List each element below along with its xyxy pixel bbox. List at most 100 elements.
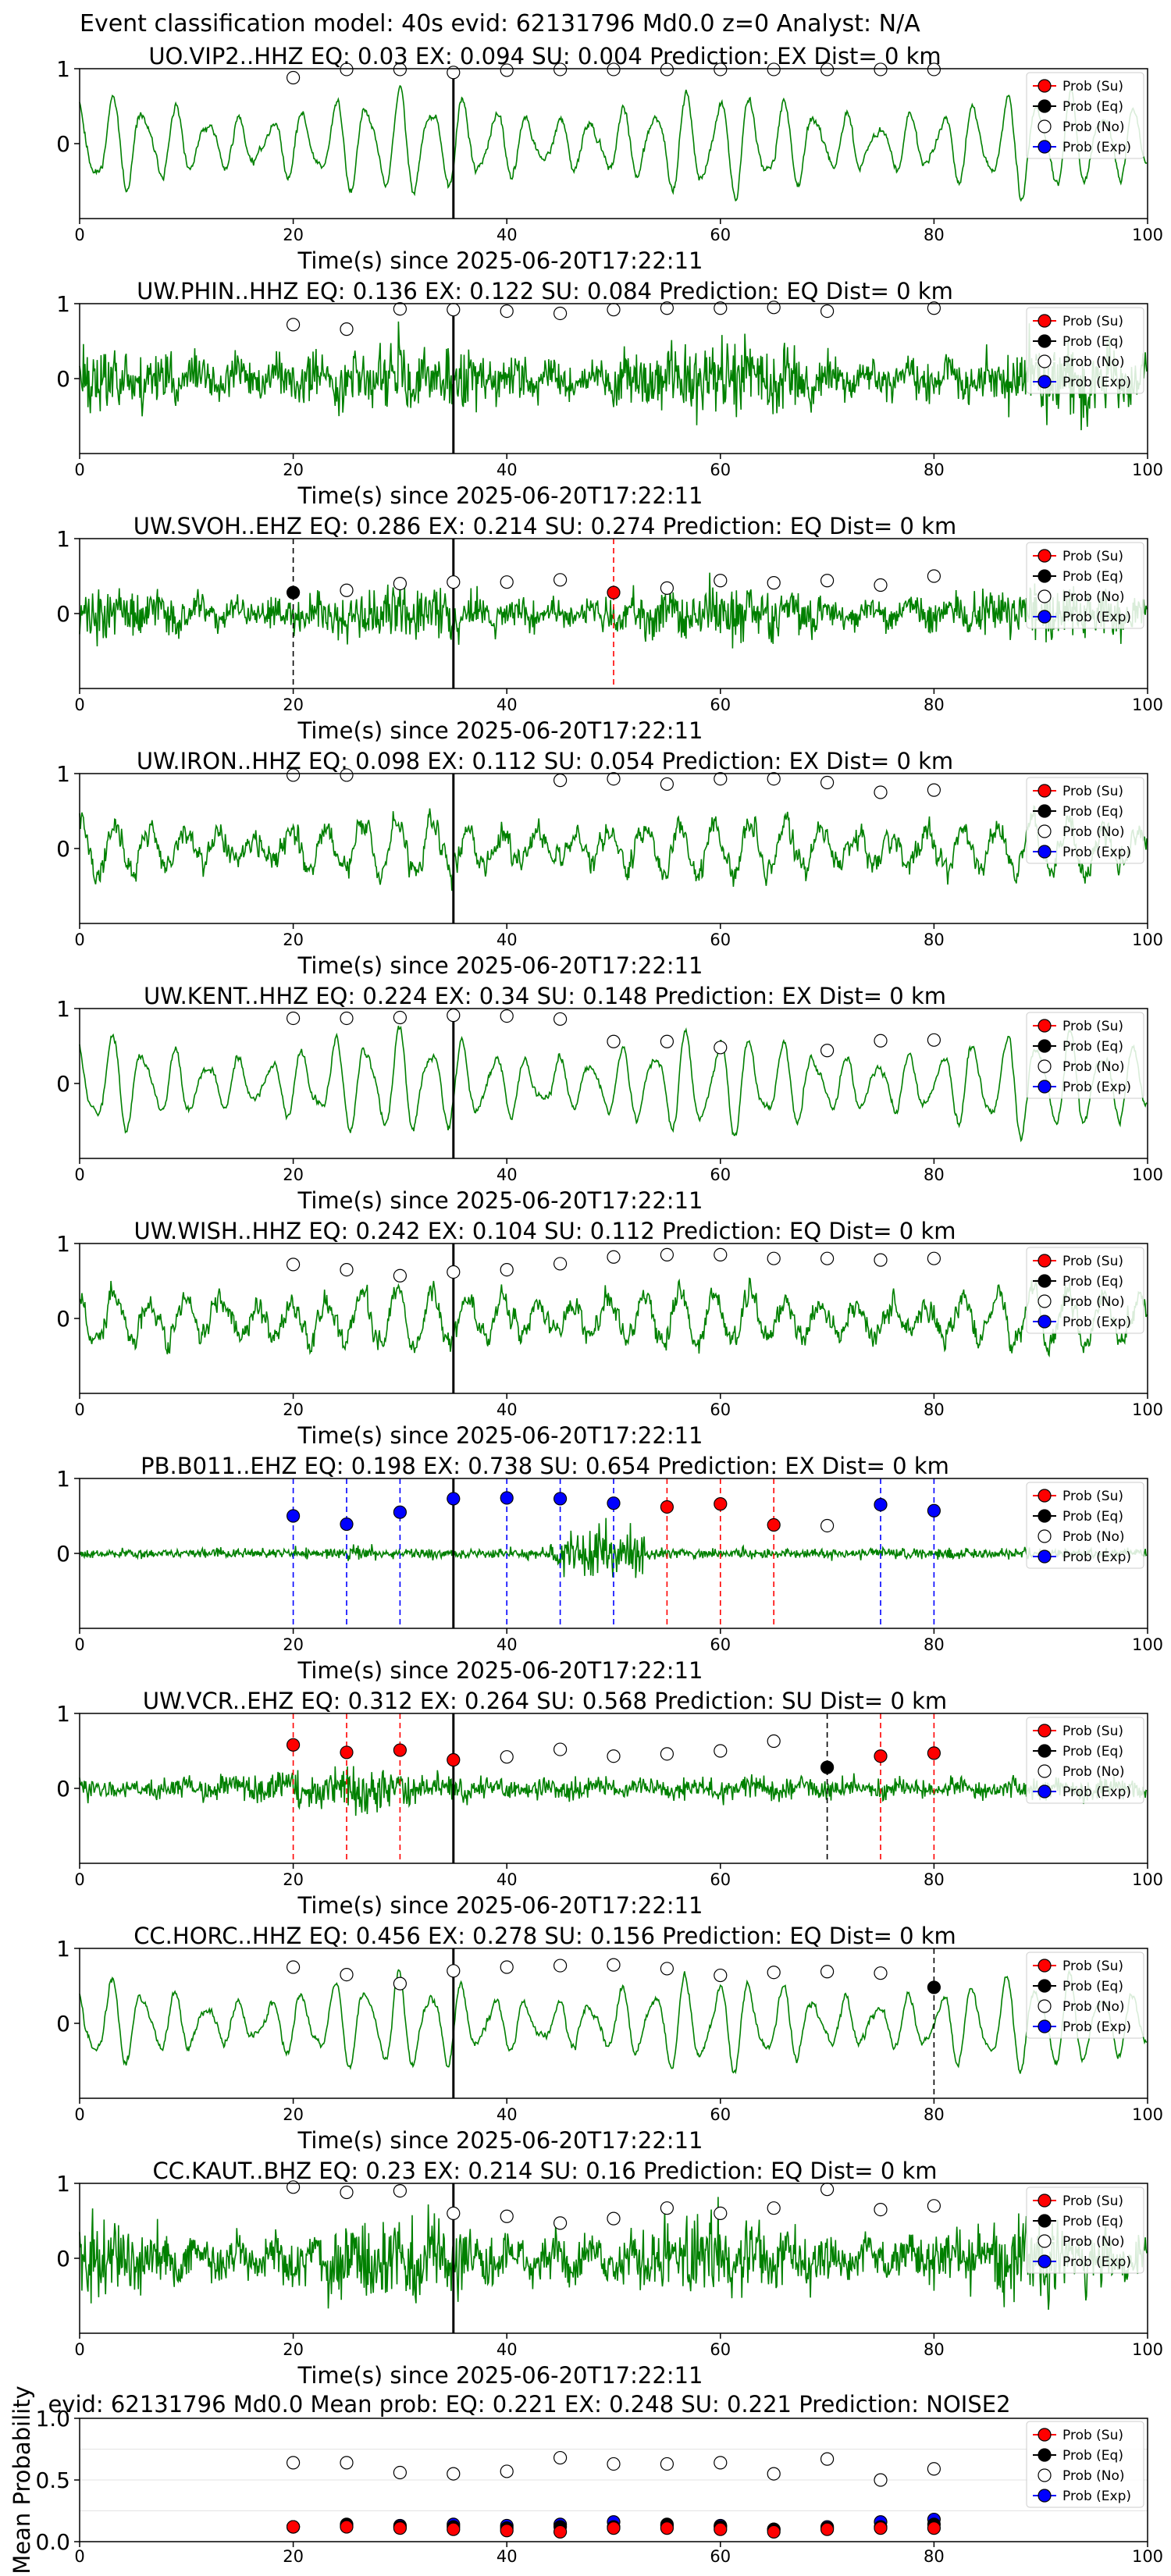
legend-label: Prob (Su) (1062, 1489, 1123, 1504)
mean-marker-su (340, 2520, 354, 2534)
mean-marker-su (393, 2521, 408, 2535)
figure-title: Event classification model: 40s evid: 62… (80, 10, 920, 37)
legend-marker (1038, 784, 1052, 798)
prob-marker-no (447, 1009, 461, 1023)
prob-marker-no (767, 772, 781, 786)
legend-marker (1038, 1080, 1052, 1094)
x-tick-label: 100 (1132, 2547, 1163, 2566)
x-tick-label: 40 (497, 461, 518, 479)
legend-marker (1038, 354, 1052, 368)
waveform-trace (79, 2197, 1148, 2310)
x-tick-label: 40 (497, 2340, 518, 2359)
plot-area (80, 1948, 1148, 2098)
legend-marker (1038, 2489, 1052, 2503)
legend-frame (1026, 1717, 1144, 1804)
legend-marker (1038, 1529, 1052, 1543)
legend: Prob (Su) Prob (Eq) Prob (No) Prob (Exp) (1026, 777, 1144, 864)
x-tick-label: 60 (710, 2547, 731, 2566)
x-tick-label: 100 (1132, 1870, 1163, 1889)
prob-marker-no (553, 62, 568, 76)
legend-label: Prob (No) (1062, 1529, 1125, 1545)
prob-marker-no (874, 62, 888, 76)
x-tick-label: 0 (74, 1870, 84, 1889)
legend-marker (1038, 589, 1052, 603)
waveform-trace (79, 1969, 1148, 2075)
legend-frame (1026, 1482, 1144, 1569)
plot-area (80, 2183, 1148, 2333)
prob-marker-no (553, 573, 568, 587)
legend-label: Prob (Su) (1062, 1959, 1123, 1974)
legend-marker (1038, 375, 1052, 389)
x-tick-label: 80 (924, 1870, 945, 1889)
y-tick-label: 1 (56, 56, 70, 82)
x-tick-label: 80 (924, 461, 945, 479)
prob-marker-no (500, 1009, 514, 1023)
legend-label: Prob (Su) (1062, 1254, 1123, 1269)
legend: Prob (Su) Prob (Eq) Prob (No) Prob (Exp) (1026, 542, 1144, 629)
legend-label: Prob (Eq) (1062, 99, 1123, 115)
prob-marker-su (607, 585, 621, 600)
y-tick-label: 1 (56, 996, 70, 1022)
legend-frame (1026, 2186, 1144, 2274)
legend-label: Prob (Exp) (1062, 610, 1131, 625)
x-tick-label: 60 (710, 1635, 731, 1654)
prob-marker-su (874, 1749, 888, 1763)
mean-marker-su (874, 2521, 888, 2535)
legend-label: Prob (No) (1062, 1764, 1125, 1780)
mean-marker-no (714, 2456, 728, 2470)
prob-marker-no (820, 775, 835, 790)
prob-marker-no (287, 2180, 301, 2194)
waveform-trace (79, 572, 1148, 649)
x-tick-label: 80 (924, 696, 945, 714)
legend-label: Prob (Su) (1062, 1724, 1123, 1739)
prob-marker-no (660, 1962, 674, 1976)
prob-marker-no (927, 62, 941, 76)
prob-marker-no (607, 1034, 621, 1048)
legend-frame (1026, 542, 1144, 629)
prob-marker-no (553, 2216, 568, 2230)
x-tick-label: 20 (283, 930, 304, 949)
mean-marker-no (340, 2456, 354, 2470)
prob-marker-no (660, 62, 674, 76)
prob-marker-no (447, 66, 461, 80)
y-tick-label: 0 (56, 131, 70, 157)
mean-marker-no (607, 2457, 621, 2471)
y-tick-label: 0 (56, 366, 70, 392)
legend-marker (1038, 2468, 1052, 2482)
panel-title: UW.VCR..EHZ EQ: 0.312 EX: 0.264 SU: 0.56… (143, 1688, 947, 1714)
prob-marker-no (607, 1958, 621, 1972)
y-tick-label: 0 (56, 836, 70, 862)
prob-marker-no (553, 1257, 568, 1271)
prob-marker-no (927, 2199, 941, 2213)
prob-marker-no (714, 2206, 728, 2220)
legend-marker (1038, 334, 1052, 348)
legend-label: Prob (Exp) (1062, 1315, 1131, 1330)
mean-marker-no (287, 2456, 301, 2470)
mean-marker-no (820, 2452, 835, 2466)
prob-marker-no (767, 2201, 781, 2215)
waveform-trace (79, 84, 1148, 202)
mean-marker-su (927, 2521, 941, 2535)
waveform-trace (79, 321, 1148, 431)
legend-label: Prob (Eq) (1062, 1744, 1123, 1759)
y-tick-label: 0 (56, 601, 70, 627)
legend-marker (1038, 314, 1052, 328)
prob-marker-no (447, 1964, 461, 1978)
prob-marker-no (447, 2206, 461, 2220)
y-tick-label: 0.0 (35, 2529, 70, 2555)
mean-marker-no (553, 2450, 568, 2465)
legend-label: Prob (No) (1062, 2234, 1125, 2250)
legend-label: Prob (Exp) (1062, 375, 1131, 390)
x-tick-label: 0 (74, 226, 84, 244)
legend-label: Prob (Eq) (1062, 334, 1123, 350)
legend-marker (1038, 2194, 1052, 2208)
prob-marker-no (393, 1010, 408, 1025)
x-tick-label: 60 (710, 1400, 731, 1419)
legend-label: Prob (Eq) (1062, 1509, 1123, 1525)
prob-marker-no (607, 303, 621, 317)
legend-marker (1038, 1039, 1052, 1053)
